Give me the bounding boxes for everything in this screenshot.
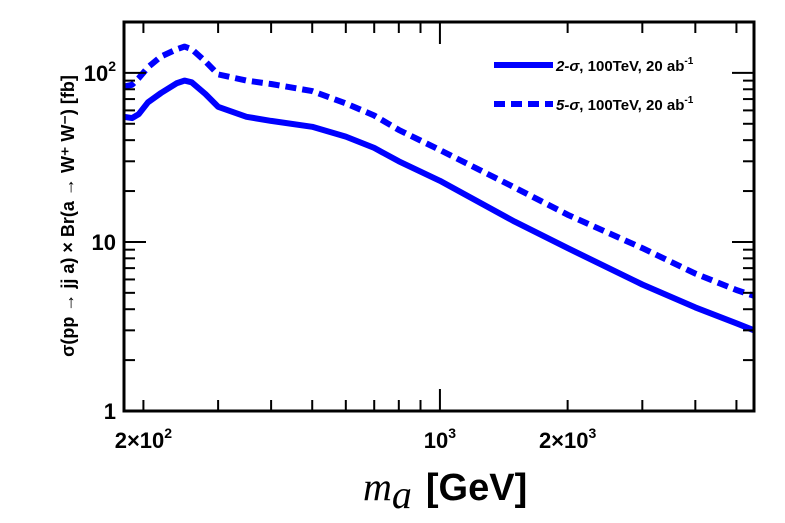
x-axis-label: ma [GeV]: [363, 464, 527, 517]
tick-labels: 2×102 103 2×103 1 10 102: [84, 58, 597, 453]
legend-label-2sigma: 2-σ, 100TeV, 20 ab-1: [555, 56, 694, 75]
y-axis-label: σ(pp → jj a) × Br(a → W⁺ W⁻) [fb]: [58, 75, 78, 357]
legend-rest-5sigma: , 100TeV, 20 ab: [579, 97, 684, 114]
y-tick-label: 1: [104, 399, 116, 424]
legend-sig-2sigma: 2-σ: [555, 58, 580, 75]
legend-sup-5sigma: -1: [684, 95, 693, 106]
y-tick-label: 10: [92, 230, 116, 255]
x-tick-label: 2×102: [115, 425, 173, 453]
x-tick-label: 2×103: [539, 425, 597, 453]
x-axis-unit: [GeV]: [426, 467, 527, 509]
y-tick-label: 102: [84, 58, 116, 86]
plot-frame: [122, 20, 756, 413]
legend-sup-2sigma: -1: [684, 56, 693, 67]
legend-label-5sigma: 5-σ, 100TeV, 20 ab-1: [556, 95, 694, 114]
legend-sig-5sigma: 5-σ: [556, 97, 580, 114]
axis-ticks: [124, 21, 754, 412]
x-tick-label: 103: [424, 425, 456, 453]
x-axis-var: m: [363, 464, 392, 509]
legend-rest-2sigma: , 100TeV, 20 ab: [579, 58, 684, 75]
x-axis-sub: a: [392, 472, 412, 517]
legend: 2-σ, 100TeV, 20 ab-1 5-σ, 100TeV, 20 ab-…: [494, 56, 694, 114]
series-group: [123, 43, 756, 334]
series-line-2sigma: [123, 77, 756, 334]
x-axis-label-text: ma [GeV]: [363, 464, 527, 517]
series-line-5sigma: [123, 43, 755, 299]
